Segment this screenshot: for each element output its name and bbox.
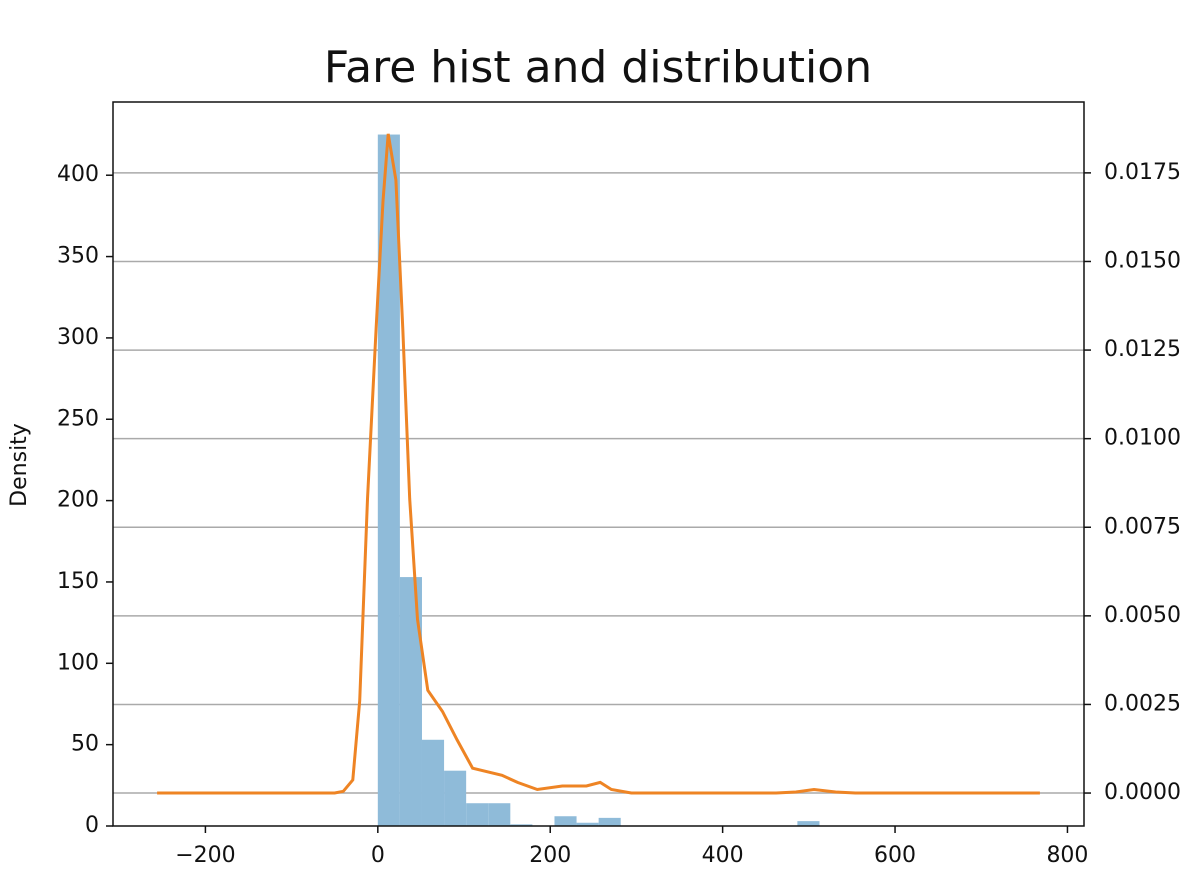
x-tick-label: 0: [371, 843, 385, 868]
bar: [466, 803, 489, 826]
y-tick-label: 150: [57, 569, 99, 594]
y-tick-label: 400: [57, 162, 99, 187]
bar: [399, 577, 422, 826]
bar: [444, 770, 467, 826]
y2-tick-label: 0.0050: [1104, 603, 1181, 628]
y-tick-label: 300: [57, 325, 99, 350]
y-tick-label: 0: [85, 813, 99, 838]
bar: [576, 822, 599, 826]
bar: [377, 134, 400, 827]
y2-tick-label: 0.0125: [1104, 337, 1181, 362]
bar: [421, 739, 445, 826]
bar: [488, 803, 511, 826]
y-tick-label: 350: [57, 244, 99, 269]
y2-tick-label: 0.0175: [1104, 160, 1181, 185]
density-line: [157, 133, 1040, 795]
y2-tick-label: 0.0025: [1104, 691, 1181, 716]
bar: [598, 817, 621, 826]
y-tick-label: 50: [71, 732, 99, 757]
y2-tick-label: 0.0100: [1104, 426, 1181, 451]
y2-tick-label: 0.0075: [1104, 514, 1181, 539]
x-tick-label: −200: [175, 843, 235, 868]
y-tick-label: 200: [57, 488, 99, 513]
y-axis-label: Density: [7, 423, 32, 507]
bar: [510, 824, 533, 826]
chart-title: Fare hist and distribution: [324, 42, 872, 93]
y2-tick-label: 0.0150: [1104, 248, 1181, 273]
y-tick-label: 250: [57, 406, 99, 431]
bar: [797, 821, 820, 826]
y2-tick-label: 0.0000: [1104, 780, 1181, 805]
x-tick-label: 400: [702, 843, 744, 868]
x-tick-label: 600: [874, 843, 916, 868]
y-tick-label: 100: [57, 650, 99, 675]
plot-frame: [112, 101, 1085, 827]
bar: [554, 816, 577, 826]
x-tick-label: 200: [529, 843, 571, 868]
x-tick-label: 800: [1046, 843, 1088, 868]
